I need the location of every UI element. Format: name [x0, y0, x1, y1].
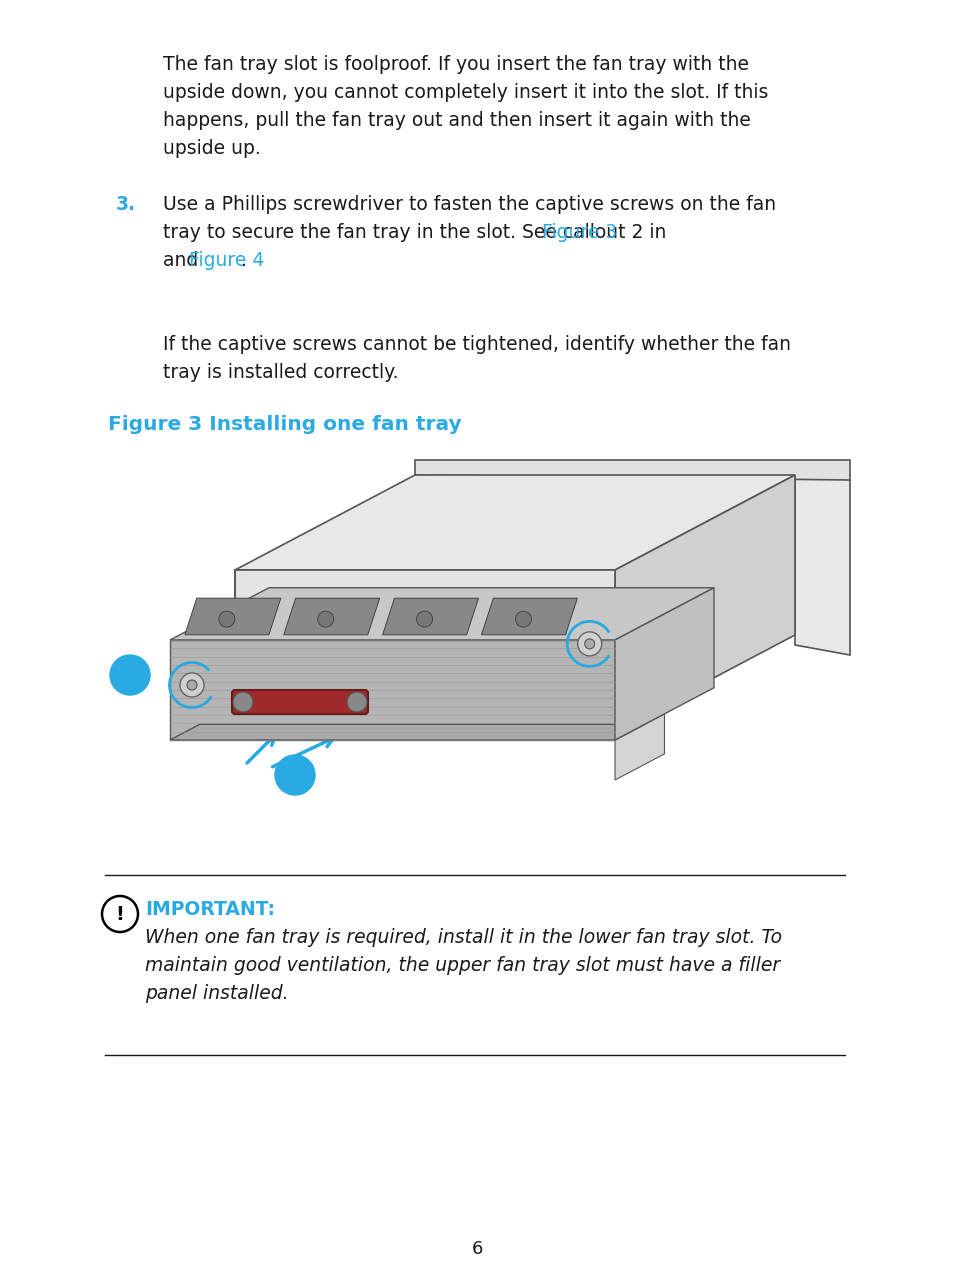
Circle shape — [233, 692, 253, 712]
Text: !: ! — [115, 904, 124, 923]
Circle shape — [629, 670, 639, 681]
Circle shape — [644, 614, 655, 625]
Text: maintain good ventilation, the upper fan tray slot must have a filler: maintain good ventilation, the upper fan… — [145, 957, 780, 976]
Polygon shape — [170, 588, 713, 640]
Text: 3.: 3. — [116, 195, 136, 214]
Text: The fan tray slot is foolproof. If you insert the fan tray with the: The fan tray slot is foolproof. If you i… — [163, 55, 748, 74]
Text: Figure 3: Figure 3 — [541, 223, 617, 242]
Circle shape — [317, 611, 334, 627]
Circle shape — [347, 692, 367, 712]
Text: .: . — [241, 251, 247, 270]
Polygon shape — [234, 570, 615, 730]
Text: Figure 4: Figure 4 — [189, 251, 264, 270]
Text: Use a Phillips screwdriver to fasten the captive screws on the fan: Use a Phillips screwdriver to fasten the… — [163, 195, 776, 214]
Circle shape — [644, 725, 655, 735]
Polygon shape — [170, 724, 644, 740]
Circle shape — [644, 670, 655, 681]
Polygon shape — [415, 460, 849, 480]
Text: upside down, you cannot completely insert it into the slot. If this: upside down, you cannot completely inser… — [163, 83, 767, 102]
Circle shape — [578, 632, 601, 656]
Polygon shape — [170, 640, 615, 740]
Text: tray to secure the fan tray in the slot. See callout 2 in: tray to secure the fan tray in the slot.… — [163, 223, 672, 242]
Polygon shape — [615, 588, 713, 740]
Circle shape — [187, 681, 196, 689]
Circle shape — [218, 611, 234, 627]
Text: Figure 3 Installing one fan tray: Figure 3 Installing one fan tray — [108, 415, 461, 434]
Polygon shape — [283, 598, 379, 635]
Text: IMPORTANT:: IMPORTANT: — [145, 901, 274, 918]
Text: If the captive screws cannot be tightened, identify whether the fan: If the captive screws cannot be tightene… — [163, 335, 790, 354]
Polygon shape — [234, 474, 794, 570]
Text: upside up.: upside up. — [163, 139, 260, 158]
Text: panel installed.: panel installed. — [145, 985, 289, 1004]
Text: happens, pull the fan tray out and then insert it again with the: happens, pull the fan tray out and then … — [163, 111, 750, 130]
Polygon shape — [615, 474, 794, 730]
Polygon shape — [794, 466, 849, 655]
Circle shape — [584, 639, 594, 649]
Circle shape — [180, 673, 204, 697]
Text: When one fan tray is required, install it in the lower fan tray slot. To: When one fan tray is required, install i… — [145, 929, 781, 946]
Circle shape — [629, 725, 639, 735]
Circle shape — [102, 895, 138, 932]
Polygon shape — [382, 598, 478, 635]
Circle shape — [629, 614, 639, 625]
Circle shape — [242, 681, 252, 689]
Polygon shape — [481, 598, 577, 635]
Text: 6: 6 — [471, 1240, 482, 1258]
Circle shape — [242, 600, 252, 611]
FancyBboxPatch shape — [232, 689, 368, 714]
Text: and: and — [163, 251, 204, 270]
Circle shape — [416, 611, 432, 627]
Circle shape — [515, 611, 531, 627]
Text: tray is installed correctly.: tray is installed correctly. — [163, 363, 398, 382]
Polygon shape — [185, 598, 280, 635]
Circle shape — [274, 756, 314, 795]
Polygon shape — [615, 714, 664, 780]
Circle shape — [110, 655, 150, 695]
